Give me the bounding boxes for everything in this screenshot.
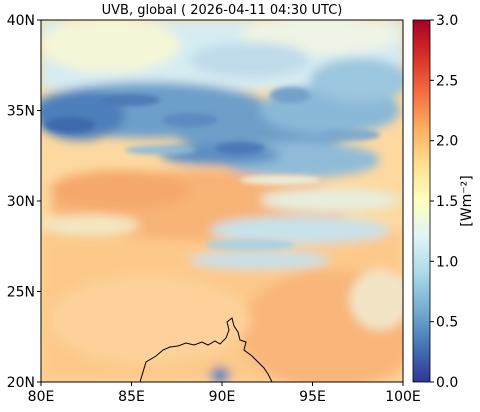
x-tick-label: 95E (299, 389, 326, 405)
x-tick-label: 85E (118, 389, 145, 405)
colorbar-tick-label: 2.0 (436, 134, 458, 150)
y-tick-label: 20N (7, 375, 35, 391)
colorbar-gradient (412, 19, 431, 383)
colorbar-label: [Wm⁻²] (459, 175, 475, 226)
colorbar-tick-label: 2.5 (436, 73, 458, 89)
colorbar-tick-label: 1.5 (436, 194, 458, 210)
colorbar-tick-label: 3.0 (436, 13, 458, 29)
x-tick-label: 90E (209, 389, 236, 405)
colorbar-tick-label: 1.0 (436, 254, 458, 270)
y-axis: 20N 25N 30N 35N 40N (7, 13, 41, 391)
y-tick-label: 25N (7, 285, 35, 301)
y-tick-label: 30N (7, 194, 35, 210)
y-tick-label: 40N (7, 13, 35, 29)
uvb-field (41, 20, 403, 382)
colorbar-tick-label: 0.0 (436, 375, 458, 391)
colorbar-tick-label: 0.5 (436, 315, 458, 331)
x-tick-label: 100E (385, 389, 421, 405)
x-axis: 80E 85E 90E 95E 100E (28, 382, 421, 405)
colorbar: 0.0 0.5 1.0 1.5 2.0 2.5 3.0 [Wm⁻²] (412, 13, 475, 391)
map-title: UVB, global ( 2026-04-11 04:30 UTC) (102, 3, 343, 18)
x-tick-label: 80E (28, 389, 55, 405)
coastline (139, 317, 273, 382)
y-tick-label: 35N (7, 104, 35, 120)
